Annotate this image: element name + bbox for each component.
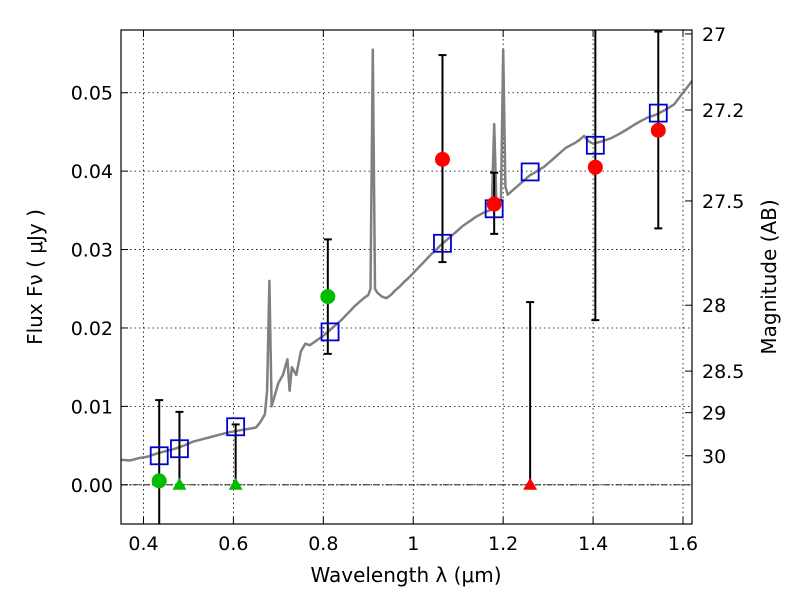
model-band-square: [433, 233, 452, 253]
observed-flux-point: [650, 122, 666, 138]
y-tick-label: 0.01: [71, 396, 113, 418]
y2-axis-title: Magnitude (AB): [757, 199, 781, 354]
y-tick-label: 0.03: [71, 240, 113, 262]
observed-flux-point: [587, 159, 603, 175]
y2-tick-label: 27.5: [702, 191, 744, 213]
y2-tick-label: 27: [702, 24, 726, 46]
ticks: 0.4 0.6 0.8 1 1.2 1.4 1.6 0.00 0.01 0.02 0.03 0.04 0…: [71, 24, 745, 555]
model-band-square: [170, 439, 189, 459]
observed-flux-point: [151, 473, 167, 489]
model-band-square: [585, 135, 605, 155]
data-layer: [121, 48, 692, 462]
observed-flux-point: [434, 151, 450, 167]
x-tick-label: 1.6: [668, 533, 698, 555]
x-tick-label: 0.6: [218, 533, 248, 555]
x-tick-label: 1.4: [578, 533, 608, 555]
y2-tick-label: 27.2: [702, 100, 744, 122]
model-band-square: [520, 162, 540, 182]
x-axis-title: Wavelength λ (μm): [310, 563, 501, 587]
y2-tick-label: 28.5: [702, 361, 744, 383]
x-tick-label: 0.8: [308, 533, 338, 555]
y2-tick-label: 30: [702, 446, 726, 468]
model-band-square: [320, 322, 340, 342]
observed-flux-point: [486, 196, 502, 212]
y-tick-label: 0.05: [71, 83, 113, 105]
plot-frame: [120, 29, 693, 525]
grid-lines: [121, 30, 692, 524]
y2-tick-label: 28: [702, 295, 726, 317]
x-tick-label: 1: [407, 533, 419, 555]
y-tick-label: 0.04: [71, 161, 113, 183]
y-tick-label: 0.02: [71, 318, 113, 340]
model-band-square: [648, 103, 668, 123]
y-tick-label: 0.00: [71, 475, 113, 497]
x-tick-label: 1.2: [488, 533, 518, 555]
upper-limit-triangle: [523, 477, 538, 490]
markers: [149, 103, 668, 490]
model-band-square: [226, 417, 246, 437]
model-spectrum-line: [121, 48, 692, 462]
observed-flux-point: [320, 289, 336, 305]
upper-limit-triangle: [228, 477, 243, 490]
y-axis-title: Flux Fν ( μJy ): [23, 209, 47, 345]
model-band-square: [149, 446, 169, 466]
y2-tick-label: 29: [702, 403, 726, 425]
upper-limit-triangle: [172, 477, 187, 490]
x-tick-label: 0.4: [128, 533, 158, 555]
